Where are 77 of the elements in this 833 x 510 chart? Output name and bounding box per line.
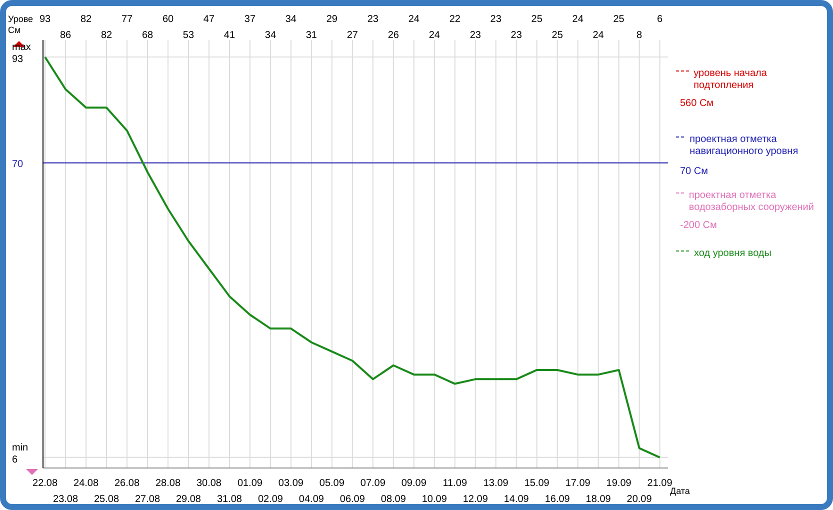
x-tick-label: 19.09: [606, 478, 632, 489]
text: 24: [408, 14, 420, 25]
text: 86: [60, 30, 72, 41]
x-tick-label: 12.09: [462, 494, 488, 505]
text: 24: [572, 14, 584, 25]
text: 25: [531, 14, 542, 25]
text: 25: [613, 14, 624, 25]
text: 22: [449, 14, 460, 25]
x-tick-label: 10.09: [422, 494, 448, 505]
x-tick-label: 04.09: [298, 494, 324, 505]
text: 24: [428, 30, 440, 41]
x-tick-label: 15.09: [524, 478, 550, 489]
x-tick-label: 16.09: [544, 494, 570, 505]
text: 8: [636, 30, 642, 41]
text: 82: [80, 14, 92, 25]
text: уровень начала подтопления: [694, 68, 768, 92]
x-tick-label: 08.09: [380, 494, 406, 505]
y-axis-title: Урове См: [8, 14, 34, 35]
text: 24: [592, 30, 604, 41]
x-axis-title: Дата: [670, 486, 690, 496]
text: 31: [306, 30, 318, 41]
text: max: [12, 42, 31, 54]
text: 23: [490, 14, 502, 25]
x-tick-label: 14.09: [504, 494, 530, 505]
text: 23: [510, 30, 522, 41]
text: 60: [162, 14, 174, 25]
x-tick-label: 09.09: [401, 478, 427, 489]
text: -200 См: [680, 220, 718, 232]
y-tick-label: 70: [12, 158, 24, 170]
text: 560 См: [680, 98, 715, 110]
x-tick-label: 03.09: [278, 478, 304, 489]
legend-label: ход уровня воды: [694, 248, 772, 260]
text: 68: [142, 30, 154, 41]
legend-label: проектная отметка навигационного уровня: [690, 134, 800, 158]
x-tick-label: 27.08: [134, 494, 160, 505]
x-tick-label: 24.08: [74, 478, 99, 489]
x-tick-label: 25.08: [94, 494, 120, 505]
y-tick-label: 6: [12, 454, 18, 466]
x-tick-label: 11.09: [442, 478, 468, 489]
text: 93: [39, 14, 51, 25]
text: проектная отметка водозаборных сооружений: [688, 190, 815, 214]
text: 77: [121, 14, 133, 25]
x-tick-label: 18.09: [586, 494, 612, 505]
text: 26: [388, 30, 399, 41]
x-tick-label: 17.09: [565, 478, 591, 489]
text: 53: [182, 30, 194, 41]
x-tick-label: 21.09: [647, 478, 673, 489]
text: 47: [203, 14, 215, 25]
text: 27: [346, 30, 358, 41]
x-tick-label: 26.08: [114, 478, 140, 489]
x-tick-label: 01.09: [237, 478, 263, 489]
text: 34: [264, 30, 276, 41]
text: 23: [470, 30, 481, 41]
text: 37: [244, 14, 256, 25]
x-tick-label: 05.09: [319, 478, 345, 489]
text: 82: [100, 30, 112, 41]
text: 70 См: [680, 166, 709, 178]
x-tick-label: 13.09: [483, 478, 509, 489]
x-tick-label: 02.09: [258, 494, 284, 505]
text: min: [12, 442, 28, 454]
x-tick-label: 22.08: [32, 478, 58, 489]
text: 29: [326, 14, 338, 25]
text: 25: [552, 30, 563, 41]
x-tick-label: 23.08: [53, 494, 78, 505]
x-tick-label: 28.08: [155, 478, 181, 489]
x-tick-label: 31.08: [216, 494, 242, 505]
y-tick-label: 93: [12, 54, 24, 66]
text: 6: [657, 14, 663, 25]
line-series: [44, 56, 661, 458]
text: 23: [367, 14, 378, 25]
x-tick-label: 20.09: [626, 494, 652, 505]
text: 41: [224, 30, 236, 41]
x-tick-label: 06.09: [340, 494, 366, 505]
text: 34: [285, 14, 297, 25]
x-tick-label: 07.09: [360, 478, 386, 489]
x-tick-label: 30.08: [196, 478, 222, 489]
x-tick-label: 29.08: [176, 494, 202, 505]
